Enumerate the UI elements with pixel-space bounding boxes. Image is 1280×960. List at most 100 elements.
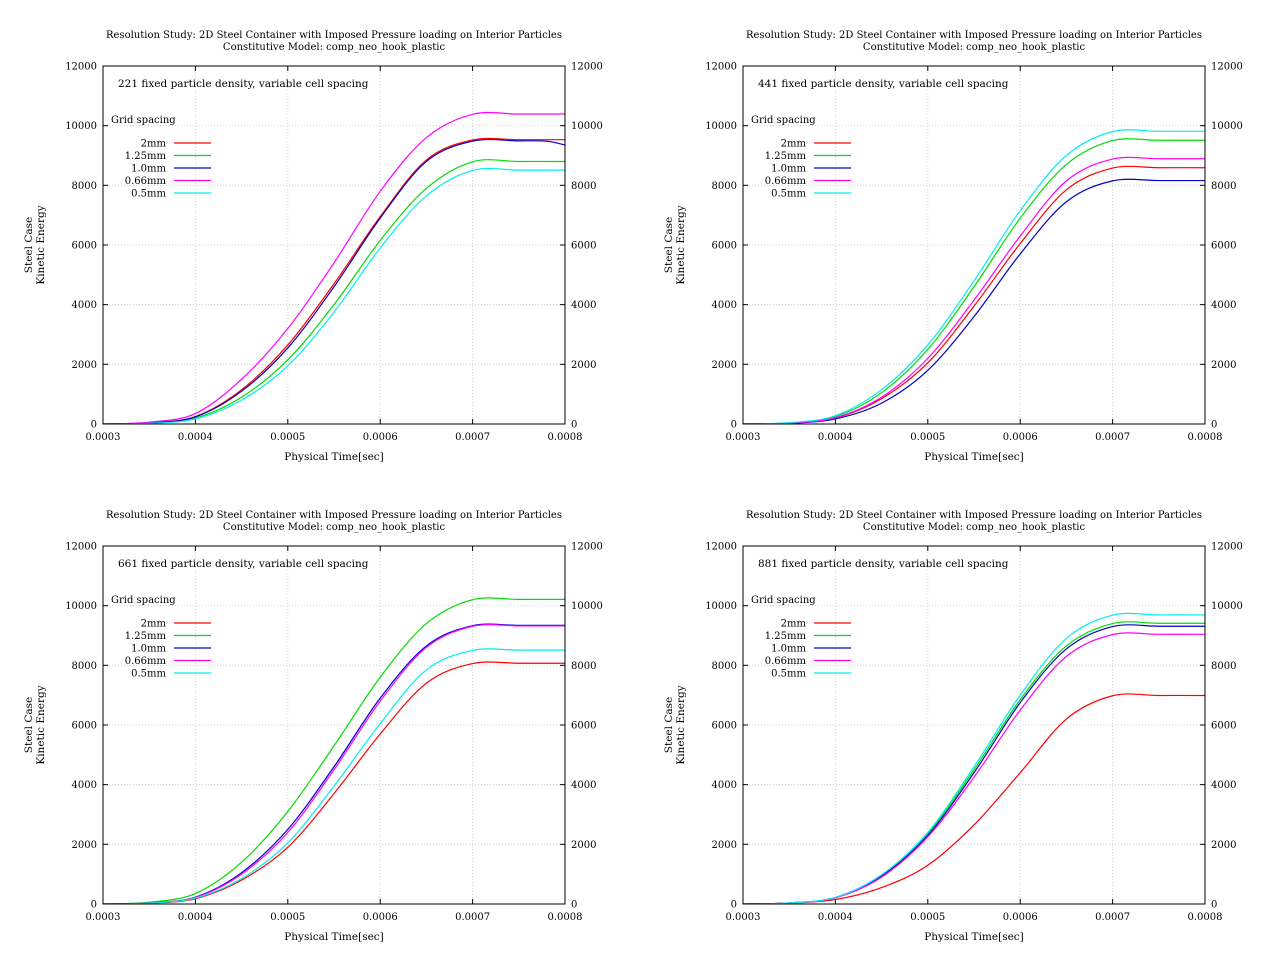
y-tick-label-right: 6000 <box>1211 721 1236 732</box>
y-tick-label-right: 0 <box>571 420 577 431</box>
x-tick-label: 0.0003 <box>86 432 121 443</box>
legend-label-0.66mm: 0.66mm <box>765 656 807 667</box>
y-tick-label-right: 8000 <box>571 181 596 192</box>
series-line-1.0mm <box>743 624 1205 904</box>
y-tick-label-left: 2000 <box>712 360 737 371</box>
y-tick-label-left: 6000 <box>72 721 97 732</box>
series-line-0.5mm <box>743 129 1205 424</box>
legend-label-0.66mm: 0.66mm <box>125 176 167 187</box>
series-line-1.0mm <box>103 623 565 904</box>
x-axis-label: Physical Time[sec] <box>284 931 384 943</box>
y-tick-label-right: 8000 <box>1211 181 1236 192</box>
x-tick-label: 0.0007 <box>455 432 490 443</box>
x-tick-label: 0.0007 <box>1095 912 1130 923</box>
x-tick-label: 0.0005 <box>270 912 305 923</box>
x-tick-label: 0.0007 <box>455 912 490 923</box>
y-tick-label-right: 0 <box>1211 900 1217 911</box>
y-tick-label-left: 10000 <box>65 601 97 612</box>
y-tick-label-left: 12000 <box>705 542 737 553</box>
y-tick-label-right: 4000 <box>1211 780 1236 791</box>
y-tick-label-left: 4000 <box>72 300 97 311</box>
y-tick-label-right: 10000 <box>571 121 603 132</box>
y-tick-label-right: 12000 <box>571 542 603 553</box>
chart-panel-2: Resolution Study: 2D Steel Container wit… <box>663 30 1243 463</box>
y-tick-label-right: 2000 <box>571 840 596 851</box>
chart-title: Resolution Study: 2D Steel Container wit… <box>746 510 1202 521</box>
chart-annotation: 221 fixed particle density, variable cel… <box>118 78 369 90</box>
x-tick-label: 0.0006 <box>1003 432 1038 443</box>
legend-label-0.66mm: 0.66mm <box>765 176 807 187</box>
chart-annotation: 441 fixed particle density, variable cel… <box>758 78 1009 90</box>
x-tick-label: 0.0005 <box>910 432 945 443</box>
x-tick-label: 0.0003 <box>726 912 761 923</box>
y-tick-label-left: 10000 <box>705 601 737 612</box>
series-line-0.66mm <box>743 156 1205 424</box>
legend-label-2mm: 2mm <box>781 619 807 630</box>
legend-label-1.0mm: 1.0mm <box>131 644 166 655</box>
legend-label-1.0mm: 1.0mm <box>771 644 806 655</box>
y-tick-label-left: 4000 <box>72 780 97 791</box>
x-tick-label: 0.0004 <box>178 432 213 443</box>
y-tick-label-left: 4000 <box>712 780 737 791</box>
y-tick-label-left: 0 <box>91 900 97 911</box>
legend-label-0.5mm: 0.5mm <box>131 669 166 680</box>
legend-label-1.0mm: 1.0mm <box>131 164 166 175</box>
x-tick-label: 0.0004 <box>178 912 213 923</box>
plot-frame <box>102 65 566 425</box>
y-tick-label-left: 2000 <box>72 840 97 851</box>
chart-panel-1: Resolution Study: 2D Steel Container wit… <box>23 30 603 463</box>
y-tick-label-left: 0 <box>91 420 97 431</box>
legend-title: Grid spacing <box>751 595 816 606</box>
chart-title: Resolution Study: 2D Steel Container wit… <box>746 30 1202 41</box>
y-axis-label: Steel CaseKinetic Energy <box>23 685 47 764</box>
y-tick-label-left: 8000 <box>72 661 97 672</box>
x-tick-label: 0.0008 <box>548 912 583 923</box>
y-tick-label-right: 10000 <box>571 601 603 612</box>
series-line-2mm <box>103 661 565 904</box>
legend-label-2mm: 2mm <box>141 139 167 150</box>
x-tick-label: 0.0005 <box>910 912 945 923</box>
y-tick-label-left: 4000 <box>712 300 737 311</box>
chart-subtitle: Constitutive Model: comp_neo_hook_plasti… <box>223 522 446 533</box>
series-line-0.5mm <box>103 167 565 424</box>
legend-title: Grid spacing <box>111 595 176 606</box>
x-tick-label: 0.0005 <box>270 432 305 443</box>
x-tick-label: 0.0006 <box>363 432 398 443</box>
series-line-2mm <box>743 693 1205 904</box>
y-tick-label-right: 2000 <box>571 360 596 371</box>
series-line-0.5mm <box>103 648 565 904</box>
y-tick-label-right: 2000 <box>1211 840 1236 851</box>
y-tick-label-left: 6000 <box>712 721 737 732</box>
legend-title: Grid spacing <box>751 115 816 126</box>
y-tick-label-right: 6000 <box>1211 241 1236 252</box>
legend-label-1.25mm: 1.25mm <box>765 151 807 162</box>
series-line-0.5mm <box>743 612 1205 904</box>
chart-subtitle: Constitutive Model: comp_neo_hook_plasti… <box>223 42 446 53</box>
legend-label-0.5mm: 0.5mm <box>131 189 166 200</box>
x-tick-label: 0.0006 <box>363 912 398 923</box>
series-line-2mm <box>103 137 565 424</box>
y-tick-label-left: 10000 <box>65 121 97 132</box>
chart-title: Resolution Study: 2D Steel Container wit… <box>106 510 562 521</box>
y-axis-label: Steel CaseKinetic Energy <box>23 205 47 284</box>
y-tick-label-left: 6000 <box>712 241 737 252</box>
y-tick-label-left: 2000 <box>72 360 97 371</box>
series-line-0.66mm <box>743 632 1205 904</box>
y-tick-label-right: 2000 <box>1211 360 1236 371</box>
plot-frame <box>742 545 1206 905</box>
series-line-1.25mm <box>743 138 1205 424</box>
series-line-1.25mm <box>103 159 565 424</box>
legend-label-1.25mm: 1.25mm <box>765 631 807 642</box>
y-tick-label-right: 4000 <box>571 780 596 791</box>
y-tick-label-right: 4000 <box>1211 300 1236 311</box>
chart-subtitle: Constitutive Model: comp_neo_hook_plasti… <box>863 522 1086 533</box>
chart-annotation: 661 fixed particle density, variable cel… <box>118 558 369 570</box>
y-tick-label-left: 10000 <box>705 121 737 132</box>
y-tick-label-right: 6000 <box>571 241 596 252</box>
y-tick-label-left: 2000 <box>712 840 737 851</box>
series-line-2mm <box>743 165 1205 424</box>
y-tick-label-left: 8000 <box>72 181 97 192</box>
y-tick-label-left: 0 <box>731 420 737 431</box>
series-line-1.0mm <box>103 138 565 424</box>
